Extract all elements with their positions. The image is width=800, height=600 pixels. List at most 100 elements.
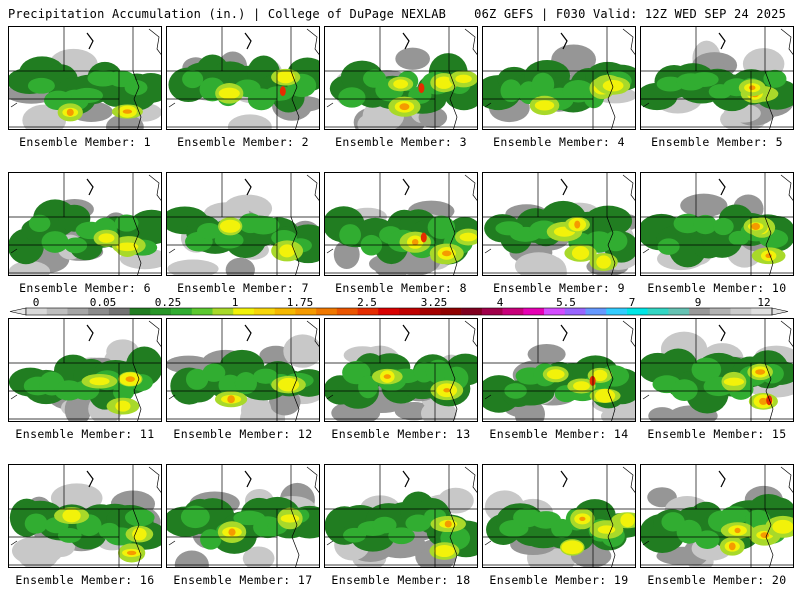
precip-band — [71, 87, 103, 104]
precip-heavy — [595, 388, 616, 403]
precip-band — [604, 230, 628, 252]
lake-outline — [86, 32, 94, 50]
river-boundary — [132, 27, 142, 129]
coast-outline — [780, 320, 793, 347]
colorbar-segment — [564, 308, 586, 315]
ensemble-member-map — [166, 172, 320, 276]
precip-heavy — [592, 369, 608, 382]
precip-heavy — [219, 219, 241, 233]
colorbar-segment — [191, 308, 213, 315]
lake-outline — [244, 32, 252, 50]
river-boundary — [606, 465, 616, 567]
precip-very-heavy — [755, 369, 766, 375]
ensemble-member-map — [8, 172, 162, 276]
river-boundary — [132, 173, 142, 275]
precip-light-area — [64, 393, 92, 421]
precip-band — [691, 357, 722, 382]
precip-band — [28, 214, 51, 232]
colorbar-segment — [461, 308, 483, 315]
precip-band — [671, 379, 698, 401]
precip-band — [24, 513, 48, 534]
coast-outline — [780, 28, 793, 55]
lake-outline — [560, 324, 568, 342]
ensemble-member-map — [640, 26, 794, 130]
lake-outline — [560, 470, 568, 488]
colorbar-segment — [129, 308, 151, 315]
member-label: Ensemble Member: 2 — [177, 135, 309, 149]
precip-heavy — [132, 527, 147, 541]
precip-light-area — [538, 256, 567, 275]
precip-band — [128, 209, 161, 245]
river-outline — [168, 102, 176, 108]
ensemble-member-map — [640, 318, 794, 422]
river-boundary — [606, 27, 616, 129]
ensemble-member-map — [482, 26, 636, 130]
precip-very-heavy — [125, 376, 135, 382]
member-label: Ensemble Member: 5 — [651, 135, 783, 149]
precip-light-area — [22, 104, 67, 129]
precip-band — [657, 238, 680, 255]
precip-max-core — [279, 86, 286, 97]
ensemble-member-map — [482, 172, 636, 276]
colorbar-segment — [357, 308, 379, 315]
colorbar-segment — [647, 308, 669, 315]
precip-very-heavy — [574, 220, 581, 229]
colorbar-segment — [606, 308, 628, 315]
precip-heavy — [277, 377, 300, 392]
river-outline — [10, 102, 18, 108]
precip-band — [180, 505, 210, 529]
lake-outline — [718, 32, 726, 50]
colorbar-segment — [67, 308, 89, 315]
member-label: Ensemble Member: 14 — [489, 427, 629, 441]
precip-very-heavy — [66, 108, 74, 117]
precip-heavy — [218, 87, 240, 100]
colorbar-tick-label: 4 — [496, 296, 504, 309]
precip-heavy — [620, 513, 635, 528]
member-label: Ensemble Member: 10 — [647, 281, 787, 295]
lake-outline — [402, 178, 410, 196]
river-outline — [642, 540, 650, 546]
coast-outline — [306, 466, 319, 493]
coast-outline — [622, 28, 635, 55]
river-outline — [168, 394, 176, 400]
precip-band — [124, 508, 155, 527]
ensemble-member-map — [640, 464, 794, 568]
colorbar-segment — [751, 308, 773, 315]
member-label: Ensemble Member: 17 — [173, 573, 313, 587]
precip-heavy — [561, 540, 584, 555]
precip-max-core — [418, 83, 425, 94]
ensemble-member-map — [8, 318, 162, 422]
precip-light-area — [167, 355, 212, 374]
precip-heavy — [116, 242, 139, 252]
precip-light-area — [174, 550, 209, 567]
precip-very-heavy — [765, 253, 772, 259]
river-boundary — [132, 465, 142, 567]
river-outline — [326, 102, 334, 108]
precip-band — [114, 214, 139, 232]
colorbar-tick-label: 0 — [32, 296, 40, 309]
precip-light-area — [225, 257, 255, 275]
river-boundary — [290, 173, 300, 275]
precip-band — [338, 87, 366, 108]
colorbar-segment — [316, 308, 338, 315]
colorbar-tick-label: 2.5 — [357, 296, 377, 309]
precip-heavy — [434, 76, 453, 89]
colorbar-segment — [150, 308, 172, 315]
precip-heavy — [546, 369, 565, 380]
lake-outline — [86, 324, 94, 342]
member-label: Ensemble Member: 13 — [331, 427, 471, 441]
precip-band — [358, 375, 379, 399]
river-boundary — [290, 319, 300, 421]
river-boundary — [290, 465, 300, 567]
member-label: Ensemble Member: 7 — [177, 281, 309, 295]
ensemble-member-map — [324, 172, 478, 276]
ensemble-member-map — [166, 26, 320, 130]
colorbar-min-arrow — [9, 307, 27, 316]
lake-outline — [718, 470, 726, 488]
coast-outline — [780, 174, 793, 201]
precip-very-heavy — [228, 528, 236, 536]
precip-heavy — [534, 100, 555, 111]
river-boundary — [606, 319, 616, 421]
precip-heavy — [597, 525, 616, 534]
colorbar-segment — [585, 308, 607, 315]
